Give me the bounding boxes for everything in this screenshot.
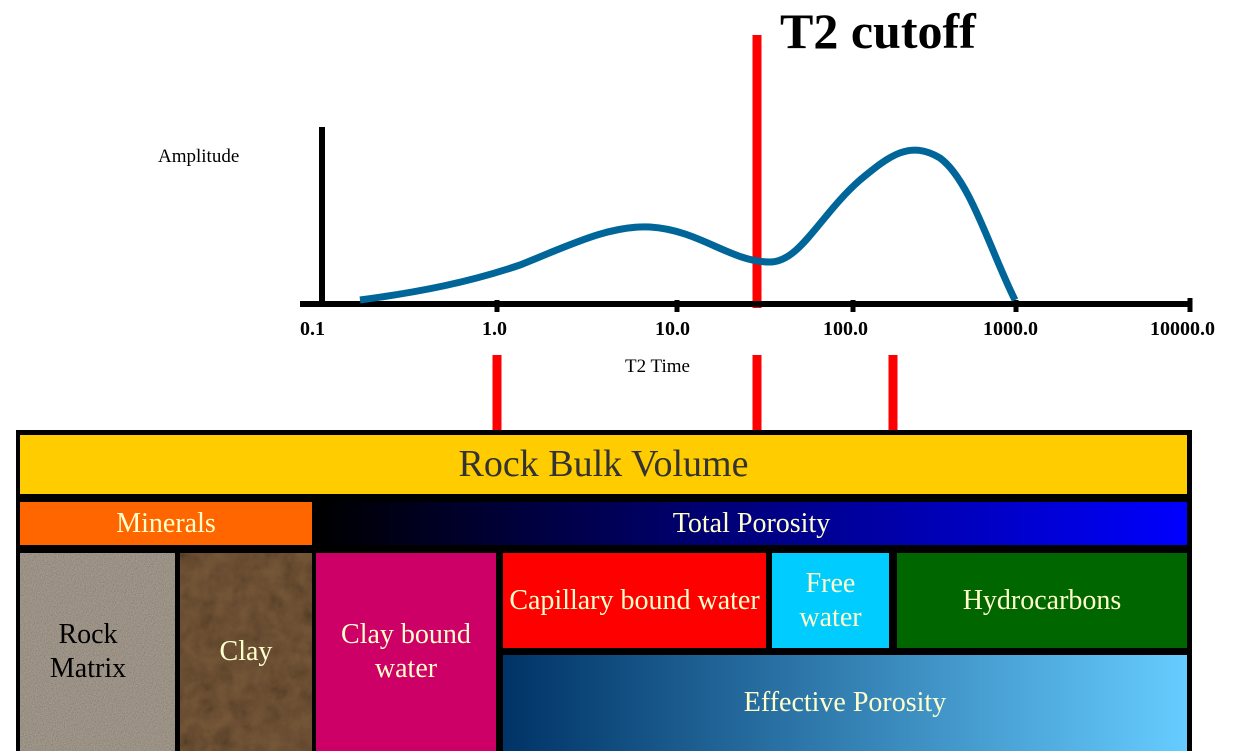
- minerals-label: Minerals: [116, 507, 216, 539]
- t2-curve: [359, 146, 1019, 304]
- hc-label: Hydrocarbons: [962, 584, 1122, 616]
- free-label: Free water: [799, 567, 862, 633]
- title: T2 cutoff: [780, 3, 976, 59]
- tick-label: 1000.0: [983, 318, 1038, 340]
- minerals-box: [20, 502, 312, 545]
- tick-label: 100.0: [823, 318, 868, 340]
- tick-label: 0.1: [300, 318, 325, 340]
- cbw-label: Clay bound water: [341, 619, 471, 684]
- clay-box: [180, 553, 312, 751]
- free-box: [772, 553, 889, 648]
- y-label: Amplitude: [158, 146, 240, 167]
- clay-label: Clay: [219, 636, 273, 668]
- porosity-label: Total Porosity: [672, 507, 831, 539]
- effective-label: Effective Porosity: [743, 687, 947, 719]
- hc-box: [897, 553, 1187, 648]
- tick-label: 1.0: [482, 318, 507, 340]
- tick-label: 10000.0: [1150, 318, 1215, 340]
- cbw-box: [316, 553, 496, 751]
- link-lines: [492, 355, 898, 437]
- matrix-label: Rock Matrix: [49, 619, 127, 684]
- bulk-label: Rock Bulk Volume: [458, 442, 749, 485]
- tick-label: 10.0: [655, 318, 690, 340]
- capillary-box: [503, 553, 766, 648]
- effective-box: [503, 655, 1187, 751]
- porosity-box: [316, 502, 1187, 545]
- x-label: T2 Time: [625, 356, 690, 377]
- bulk-box: [20, 435, 1187, 494]
- ticks: [494, 298, 1193, 312]
- capillary-label: Capillary bound water: [509, 584, 760, 616]
- matrix-box: [20, 553, 175, 751]
